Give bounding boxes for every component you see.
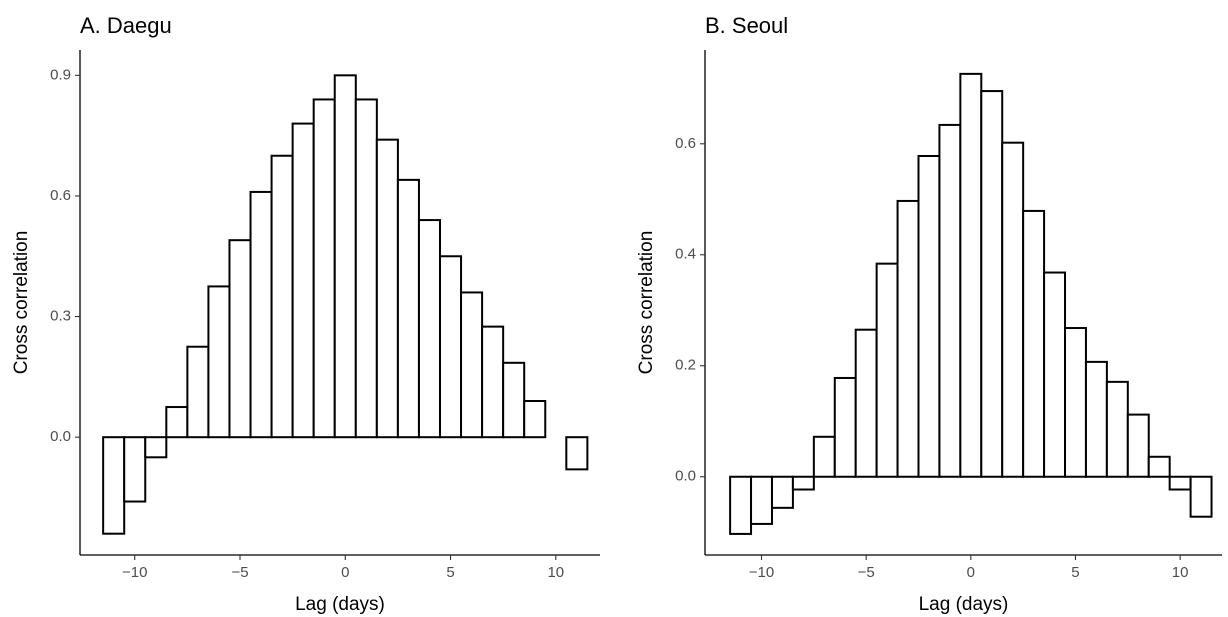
y-tick-label: 0.9 (50, 66, 71, 83)
y-axis-label: Cross correlation (636, 231, 657, 375)
x-tick-label: 10 (547, 564, 564, 581)
bar (439, 255, 463, 439)
bar (959, 72, 983, 478)
bar (750, 475, 773, 525)
x-tick-label: 10 (1172, 564, 1189, 581)
chart-title: A. Daegu (80, 13, 172, 38)
bar (123, 436, 147, 503)
bar (354, 98, 378, 439)
bar (1064, 327, 1087, 478)
bar (396, 178, 420, 439)
y-tick-label: 0.4 (675, 246, 696, 263)
x-tick-label: −5 (231, 564, 248, 581)
bar (333, 74, 357, 439)
bar (938, 123, 962, 478)
bar (1043, 271, 1067, 478)
bar (417, 219, 441, 439)
x-axis-label: Lag (days) (919, 594, 1009, 615)
bar (481, 325, 505, 439)
y-tick-label: 0.2 (675, 357, 696, 374)
bar (165, 406, 189, 439)
bar (917, 154, 941, 478)
x-tick-label: −5 (858, 564, 875, 581)
chart-title: B. Seoul (705, 13, 788, 38)
bar (502, 361, 526, 439)
bar (791, 475, 815, 491)
bar (770, 475, 794, 509)
bar (1147, 455, 1171, 478)
bar (523, 400, 547, 439)
bar (875, 262, 899, 478)
bar (729, 475, 753, 535)
bar (833, 376, 857, 478)
x-tick-label: 0 (967, 564, 975, 581)
bar (1126, 413, 1150, 478)
bar (980, 90, 1004, 478)
bar (186, 345, 210, 439)
y-tick-label: 0.0 (675, 468, 696, 485)
x-tick-label: 5 (446, 564, 454, 581)
bar (854, 328, 878, 478)
bar (228, 239, 252, 439)
bar (291, 122, 315, 439)
y-tick-label: 0.0 (50, 428, 71, 445)
x-axis-label: Lag (days) (295, 594, 385, 615)
y-axis-label: Cross correlation (11, 231, 32, 375)
bar (249, 190, 273, 439)
bar (207, 285, 231, 439)
y-tick-label: 0.6 (675, 135, 696, 152)
bar (1084, 360, 1108, 478)
bar (1189, 475, 1213, 518)
bar (144, 436, 168, 459)
bar (270, 154, 294, 439)
x-tick-label: 0 (341, 564, 349, 581)
bar (460, 291, 484, 439)
bar (1105, 380, 1129, 478)
x-tick-label: −10 (122, 564, 147, 581)
x-tick-label: −10 (749, 564, 774, 581)
bar (1022, 209, 1046, 478)
bar (1168, 475, 1192, 491)
bar (375, 138, 399, 439)
y-tick-label: 0.6 (50, 187, 71, 204)
bar (1001, 141, 1025, 478)
bar (896, 199, 920, 478)
bar (102, 436, 126, 535)
x-tick-label: 5 (1071, 564, 1079, 581)
bar (565, 436, 589, 471)
bar (812, 435, 836, 478)
bar (312, 98, 336, 439)
y-tick-label: 0.3 (50, 308, 71, 325)
